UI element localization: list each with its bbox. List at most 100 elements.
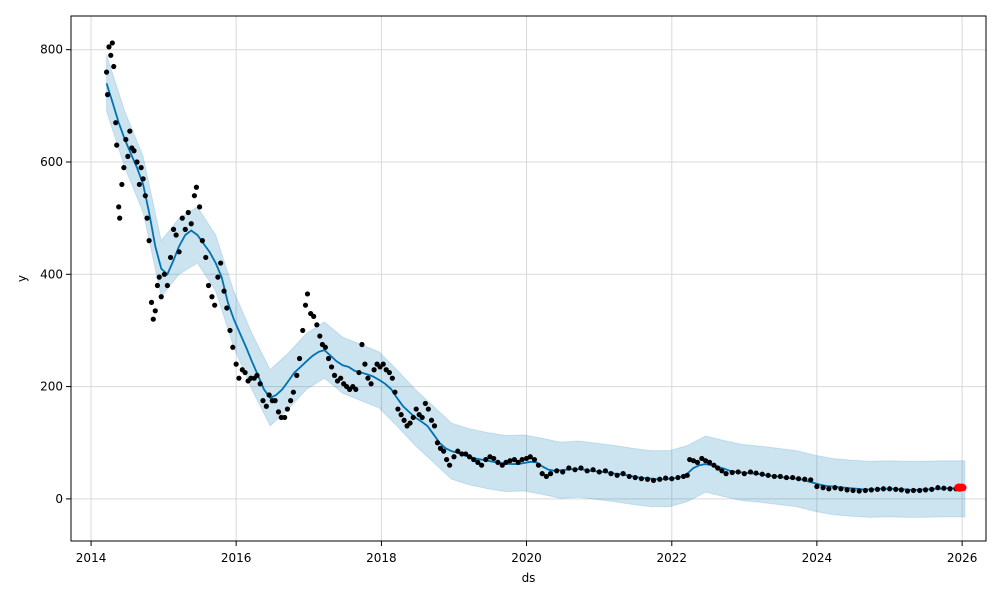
observed-point-38 — [185, 209, 191, 216]
observed-point-187 — [747, 469, 754, 475]
observed-point-145 — [527, 454, 533, 460]
observed-point-98 — [365, 375, 371, 381]
x-axis-label: ds — [522, 571, 536, 585]
observed-point-42 — [196, 204, 203, 210]
observed-point-166 — [644, 476, 651, 482]
observed-point-113 — [410, 414, 416, 421]
observed-point-89 — [338, 375, 344, 381]
observed-point-210 — [887, 486, 893, 492]
y-tick-label-200: 200 — [40, 380, 63, 394]
observed-point-150 — [547, 471, 554, 477]
observed-point-173 — [684, 472, 690, 478]
observed-point-161 — [614, 472, 620, 478]
observed-point-127 — [455, 448, 461, 454]
observed-point-130 — [466, 454, 473, 460]
observed-point-202 — [838, 486, 844, 492]
observed-point-220 — [947, 486, 953, 492]
observed-point-6 — [113, 120, 119, 126]
observed-point-20 — [140, 176, 146, 182]
observed-point-65 — [266, 392, 272, 398]
observed-point-96 — [359, 341, 365, 348]
observed-point-175 — [690, 458, 697, 464]
observed-point-68 — [275, 409, 282, 415]
x-tick-label-2022: 2022 — [657, 551, 688, 565]
observed-point-186 — [741, 471, 747, 477]
observed-point-171 — [675, 474, 681, 481]
observed-point-180 — [711, 462, 717, 468]
observed-point-70 — [282, 414, 288, 421]
observed-point-168 — [657, 476, 663, 482]
observed-point-21 — [142, 193, 148, 199]
observed-point-158 — [596, 469, 602, 475]
uncertainty-band — [106, 55, 966, 518]
future-points-layer — [954, 483, 967, 492]
observed-point-78 — [304, 291, 311, 297]
observed-point-164 — [632, 474, 638, 481]
observed-point-211 — [893, 486, 899, 492]
observed-point-142 — [515, 459, 521, 465]
observed-point-48 — [215, 274, 221, 280]
observed-point-124 — [444, 456, 450, 463]
observed-point-208 — [874, 486, 881, 492]
observed-point-143 — [519, 456, 525, 463]
observed-point-4 — [109, 40, 115, 46]
observed-point-162 — [620, 471, 626, 477]
observed-point-165 — [638, 476, 644, 482]
observed-point-87 — [331, 372, 338, 378]
y-tick-label-600: 600 — [40, 155, 63, 169]
observed-point-167 — [650, 477, 657, 483]
observed-point-120 — [431, 423, 438, 429]
observed-point-2 — [106, 44, 112, 50]
observed-point-110 — [401, 417, 407, 423]
x-tick-label-2016: 2016 — [221, 551, 252, 565]
observed-point-160 — [608, 471, 614, 477]
observed-point-123 — [441, 448, 447, 454]
observed-point-129 — [463, 451, 469, 457]
observed-point-1 — [104, 92, 111, 98]
observed-point-53 — [230, 344, 236, 350]
observed-point-50 — [221, 288, 227, 294]
plot-frame — [70, 15, 987, 542]
observed-point-153 — [566, 465, 572, 471]
observed-point-141 — [511, 456, 517, 463]
observed-point-215 — [917, 487, 923, 494]
observed-point-13 — [125, 153, 131, 159]
observed-point-45 — [205, 282, 212, 289]
observed-point-132 — [475, 459, 481, 465]
observed-point-216 — [922, 487, 929, 493]
observed-point-157 — [590, 467, 596, 473]
observed-point-206 — [862, 487, 868, 494]
observed-point-155 — [578, 465, 584, 471]
observed-point-137 — [495, 459, 501, 465]
observed-point-209 — [880, 486, 887, 492]
y-tick-label-800: 800 — [40, 43, 63, 57]
observed-point-19 — [138, 165, 144, 171]
observed-point-118 — [425, 406, 431, 412]
observed-point-44 — [203, 254, 209, 261]
observed-point-26 — [152, 308, 158, 314]
observed-point-170 — [669, 476, 675, 482]
observed-point-97 — [362, 361, 368, 367]
observed-point-188 — [753, 470, 759, 476]
observed-point-185 — [735, 469, 741, 475]
observed-point-109 — [398, 412, 404, 418]
observed-point-219 — [941, 485, 947, 491]
observed-point-183 — [723, 471, 729, 477]
y-tick-label-0: 0 — [55, 492, 63, 506]
observed-point-119 — [428, 417, 435, 423]
observed-point-18 — [136, 181, 142, 188]
observed-point-10 — [119, 181, 125, 188]
observed-point-23 — [146, 238, 152, 244]
y-tick-label-400: 400 — [40, 267, 63, 281]
observed-point-12 — [123, 136, 129, 143]
observed-point-80 — [311, 313, 317, 319]
observed-point-94 — [353, 386, 359, 392]
observed-point-196 — [802, 476, 808, 482]
observed-point-108 — [395, 406, 401, 412]
observed-point-156 — [584, 468, 590, 474]
observed-point-84 — [322, 344, 328, 350]
observed-point-213 — [904, 488, 911, 494]
observed-point-40 — [191, 193, 198, 199]
